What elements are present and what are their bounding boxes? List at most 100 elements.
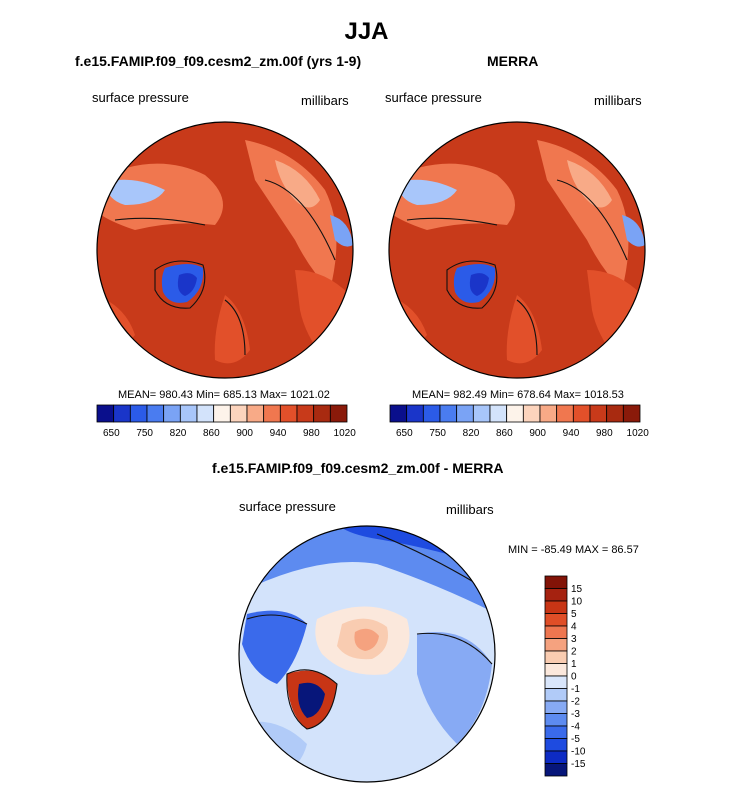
panel2-colorbar-swatch [572, 404, 591, 423]
mountain-region [275, 160, 320, 208]
high-terrain-region [537, 140, 629, 290]
panel2-colorbar-swatch [422, 404, 441, 423]
mountain-region [567, 160, 612, 208]
panel1-colorbar-swatch [229, 404, 248, 423]
panel3-colorbar-tick-label: -1 [571, 684, 580, 695]
panel3-colorbar-swatch [544, 613, 568, 627]
panel3-colorbar-tick-label: 5 [571, 609, 577, 620]
panel1-colorbar-swatch [179, 404, 198, 423]
panel3-colorbar-tick-label: 0 [571, 672, 577, 683]
panel3-colorbar-tick-label: -2 [571, 697, 580, 708]
panel2-colorbar-tick-label: 750 [429, 428, 446, 439]
map-boundary [388, 121, 646, 379]
panel3-colorbar-tick-label: -10 [571, 747, 586, 758]
greenland-ice-sheet-core [177, 273, 197, 296]
panel3-colorbar-tick-label: 3 [571, 634, 577, 645]
panel2-colorbar-tick-label: 940 [563, 428, 580, 439]
coastline [114, 179, 336, 356]
panel1-colorbar-tick-label: 980 [303, 428, 320, 439]
negative-anomaly-region [242, 610, 307, 684]
panel3-colorbar-swatch [544, 588, 568, 602]
panel2-colorbar-tick-label: 1020 [627, 428, 650, 439]
map-boundary [238, 525, 496, 783]
panel3-colorbar-tick-label: 2 [571, 647, 577, 658]
panel2-colorbar-swatch [556, 404, 574, 423]
panel2-colorbar-swatch [606, 404, 624, 423]
panel3-colorbar-swatch [544, 625, 568, 639]
panel1-colorbar-swatch [196, 404, 215, 423]
figure-title: JJA [344, 18, 389, 45]
high-terrain-region [245, 140, 337, 290]
panel3-colorbar-swatch [544, 638, 568, 652]
panel2-colorbar-tick-label: 900 [529, 428, 546, 439]
panel2-colorbar-swatch [506, 404, 524, 423]
panel3-colorbar-tick-label: 4 [571, 622, 577, 633]
panel1-colorbar-swatch [129, 404, 148, 423]
panel2-colorbar-swatch [522, 404, 541, 423]
panel3-polar-map [238, 525, 496, 783]
panel1-title: f.e15.FAMIP.f09_f09.cesm2_zm.00f (yrs 1-… [75, 53, 362, 69]
panel3-title: f.e15.FAMIP.f09_f09.cesm2_zm.00f - MERRA [212, 460, 504, 476]
panel1-colorbar: 650 750 820 860 900 940 980 1020 [96, 404, 356, 439]
panel3-colorbar-swatch [544, 688, 568, 702]
panel1-colorbar-tick-label: 750 [136, 428, 153, 439]
europe-land [214, 295, 250, 364]
map-boundary [96, 121, 354, 379]
panel3-colorbar-swatch [544, 663, 568, 677]
panel3-variable-label: surface pressure [239, 499, 336, 514]
panel1-variable-label: surface pressure [92, 90, 189, 105]
panel2-units-label: millibars [594, 93, 642, 108]
panel2-colorbar-swatch [489, 404, 508, 423]
positive-anomaly-core [354, 628, 379, 651]
greenland-ice-sheet-core [469, 273, 489, 296]
panel2-title: MERRA [487, 53, 539, 69]
panel2-stats: MEAN= 982.49 Min= 678.64 Max= 1018.53 [412, 389, 624, 401]
panel1-colorbar-swatch [279, 404, 298, 423]
panel1-colorbar-tick-label: 1020 [334, 428, 357, 439]
panel3-colorbar-swatch [544, 750, 568, 764]
panel1-colorbar-swatch [329, 404, 348, 423]
panel1-colorbar-tick-label: 650 [103, 428, 120, 439]
mountain-region [397, 179, 457, 205]
panel3-colorbar-swatch [544, 675, 568, 689]
panel3-colorbar-tick-label: 1 [571, 659, 577, 670]
europe-land [506, 295, 542, 364]
panel3-colorbar-tick-label: 10 [571, 597, 583, 608]
panel3-colorbar-tick-label: -4 [571, 722, 580, 733]
panel1-colorbar-swatch [146, 404, 165, 423]
panel1-stats: MEAN= 980.43 Min= 685.13 Max= 1021.02 [118, 389, 330, 401]
panel1-colorbar-swatch [296, 404, 315, 423]
panel2-colorbar-tick-label: 980 [596, 428, 613, 439]
panel1-units-label: millibars [301, 93, 349, 108]
mountain-region [622, 215, 645, 247]
panel1-colorbar-swatch [163, 404, 181, 423]
panel1-colorbar-tick-label: 900 [236, 428, 253, 439]
panel3-colorbar-tick-label: -15 [571, 759, 586, 770]
panel3-colorbar-swatch [544, 700, 568, 714]
panel2-colorbar-tick-label: 860 [496, 428, 513, 439]
panel1-polar-map [96, 121, 354, 379]
panel1-colorbar-swatch [263, 404, 281, 423]
negative-anomaly-region [417, 632, 492, 744]
panel2-variable-label: surface pressure [385, 90, 482, 105]
panel1-colorbar-swatch [246, 404, 265, 423]
panel3-colorbar-swatch [544, 713, 568, 727]
panel3-colorbar-swatch [544, 575, 568, 589]
panel3-colorbar-tick-label: -3 [571, 709, 580, 720]
panel3-colorbar-tick-label: -5 [571, 734, 580, 745]
panel1-colorbar-swatch [213, 404, 231, 423]
panel2-colorbar-swatch [539, 404, 558, 423]
panel1-colorbar-swatch [313, 404, 331, 423]
coastline [246, 533, 493, 730]
panel1-colorbar-swatch [96, 404, 115, 423]
panel3-colorbar-swatch [544, 600, 568, 614]
panel3-units-label: millibars [446, 502, 494, 517]
coastline [406, 179, 628, 356]
panel1-colorbar-tick-label: 940 [270, 428, 287, 439]
panel3-colorbar-swatch [544, 738, 568, 752]
panel2-colorbar-swatch [456, 404, 474, 423]
panel2-colorbar-swatch [472, 404, 491, 423]
panel2-colorbar-swatch [622, 404, 641, 423]
panel1-colorbar-tick-label: 820 [170, 428, 187, 439]
